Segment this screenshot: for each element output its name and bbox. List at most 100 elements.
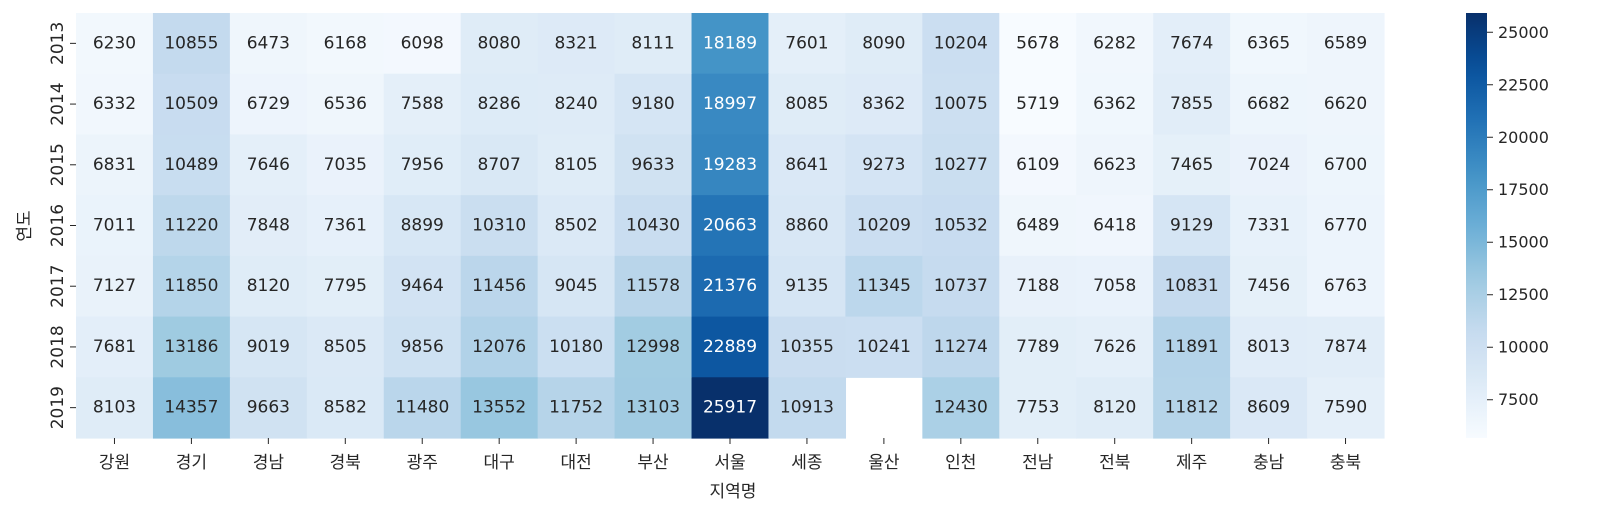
heatmap-cell bbox=[383, 134, 462, 196]
heatmap-cell bbox=[229, 134, 308, 196]
cell-value-label: 14357 bbox=[164, 398, 218, 418]
heatmap-cell bbox=[306, 73, 385, 136]
heatmap-cell bbox=[1153, 13, 1231, 75]
cell-value-label: 12998 bbox=[626, 337, 680, 357]
x-tick-label: 전남 bbox=[1022, 453, 1054, 473]
cell-value-label: 11850 bbox=[164, 276, 218, 296]
y-tick-label: 2019 bbox=[48, 386, 68, 429]
heatmap-cell bbox=[152, 377, 231, 439]
heatmap-cell bbox=[1153, 195, 1231, 257]
cell-value-label: 10430 bbox=[626, 216, 680, 236]
heatmap-cell bbox=[383, 316, 462, 378]
heatmap-cell bbox=[383, 73, 462, 136]
colorbar-tick-label: 10000 bbox=[1498, 338, 1549, 357]
heatmap-cell bbox=[76, 134, 154, 196]
cell-value-label: 6282 bbox=[1093, 33, 1136, 53]
heatmap-cell bbox=[845, 13, 923, 75]
cell-value-label: 13186 bbox=[164, 337, 218, 357]
colorbar-tick-label: 15000 bbox=[1498, 233, 1549, 252]
cell-value-label: 10180 bbox=[549, 337, 603, 357]
heatmap-cell bbox=[1153, 255, 1231, 318]
heatmap-cell bbox=[845, 316, 923, 378]
cell-value-label: 6362 bbox=[1093, 94, 1136, 114]
x-tick-label: 경남 bbox=[253, 453, 285, 473]
cell-value-label: 8641 bbox=[785, 155, 828, 175]
colorbar-tick-label: 7500 bbox=[1498, 390, 1539, 409]
heatmap-cell bbox=[768, 134, 847, 196]
heatmap-cell bbox=[1307, 13, 1385, 75]
heatmap-cell bbox=[1153, 316, 1231, 378]
cell-value-label: 6168 bbox=[324, 33, 367, 53]
x-axis-ticks: 강원 경기 경남 경북 광주 대구 대전 부산 서울 세종 울산 인천 전남 전북 제주 충남 충북 bbox=[99, 438, 1361, 473]
x-tick-label: 충남 bbox=[1253, 453, 1285, 473]
y-tick-label: 2017 bbox=[48, 265, 68, 308]
cell-value-label: 7058 bbox=[1093, 276, 1136, 296]
cell-value-label: 18997 bbox=[703, 94, 757, 114]
heatmap-cell bbox=[537, 377, 616, 439]
colorbar-gradient bbox=[1466, 13, 1487, 438]
heatmap-cell bbox=[229, 255, 308, 318]
heatmap-cell bbox=[845, 73, 923, 136]
heatmap-cell bbox=[537, 134, 616, 196]
heatmap-cell bbox=[614, 377, 693, 439]
x-tick-label: 인천 bbox=[945, 453, 976, 473]
heatmap-cell bbox=[1153, 73, 1231, 136]
heatmap-cell bbox=[460, 377, 539, 439]
heatmap-cell bbox=[999, 134, 1077, 196]
heatmap-cell bbox=[922, 134, 1000, 196]
cell-value-label: 5719 bbox=[1016, 94, 1059, 114]
colorbar-tick-label: 20000 bbox=[1498, 128, 1549, 147]
heatmap-cell bbox=[1230, 13, 1308, 75]
heatmap-cell bbox=[1076, 255, 1154, 318]
cell-value-label: 21376 bbox=[703, 276, 757, 296]
cell-value-label: 11220 bbox=[164, 216, 218, 236]
heatmap-cell bbox=[537, 255, 616, 318]
x-tick-label: 충북 bbox=[1330, 453, 1361, 473]
x-tick-label: 세종 bbox=[791, 453, 822, 473]
cell-value-label: 25917 bbox=[703, 398, 757, 418]
cell-value-label: 7753 bbox=[1016, 398, 1059, 418]
cell-value-label: 10241 bbox=[857, 337, 911, 357]
cell-value-label: 7011 bbox=[93, 216, 136, 236]
cell-value-label: 11812 bbox=[1165, 398, 1219, 418]
colorbar-tick-label: 22500 bbox=[1498, 75, 1549, 94]
heatmap-cell bbox=[229, 195, 308, 257]
cell-value-label: 6489 bbox=[1016, 216, 1059, 236]
heatmap-cell bbox=[922, 255, 1000, 318]
cell-value-label: 8111 bbox=[631, 33, 674, 53]
heatmap-cell bbox=[1230, 255, 1308, 318]
heatmap-cell bbox=[152, 134, 231, 196]
heatmap-cell bbox=[460, 73, 539, 136]
cell-value-label: 8362 bbox=[862, 94, 905, 114]
heatmap-cell bbox=[691, 195, 770, 257]
heatmap-cell bbox=[845, 255, 923, 318]
cell-value-label: 7956 bbox=[401, 155, 444, 175]
heatmap-cell bbox=[1307, 377, 1385, 439]
cell-value-label: 10913 bbox=[780, 398, 834, 418]
cell-value-label: 7456 bbox=[1247, 276, 1290, 296]
heatmap-cell bbox=[691, 377, 770, 439]
cell-value-label: 11274 bbox=[934, 337, 988, 357]
heatmap-cells bbox=[76, 13, 1385, 439]
heatmap-cell bbox=[1076, 13, 1154, 75]
y-tick-label: 2014 bbox=[48, 82, 68, 125]
cell-value-label: 5678 bbox=[1016, 33, 1059, 53]
cell-value-label: 9045 bbox=[554, 276, 597, 296]
heatmap-cell bbox=[152, 255, 231, 318]
x-tick-label: 광주 bbox=[407, 453, 438, 473]
cell-value-label: 10209 bbox=[857, 216, 911, 236]
cell-value-label: 6418 bbox=[1093, 216, 1136, 236]
heatmap-cell bbox=[922, 13, 1000, 75]
heatmap-cell bbox=[999, 13, 1077, 75]
heatmap-cell bbox=[460, 255, 539, 318]
cell-value-label: 6230 bbox=[93, 33, 136, 53]
x-tick-label: 경기 bbox=[176, 453, 207, 473]
cell-value-label: 10310 bbox=[472, 216, 526, 236]
heatmap-cell bbox=[768, 195, 847, 257]
cell-value-label: 18189 bbox=[703, 33, 757, 53]
heatmap-cell bbox=[1076, 73, 1154, 136]
heatmap-cell bbox=[1076, 195, 1154, 257]
cell-value-label: 11891 bbox=[1165, 337, 1219, 357]
cell-value-label: 10075 bbox=[934, 94, 988, 114]
